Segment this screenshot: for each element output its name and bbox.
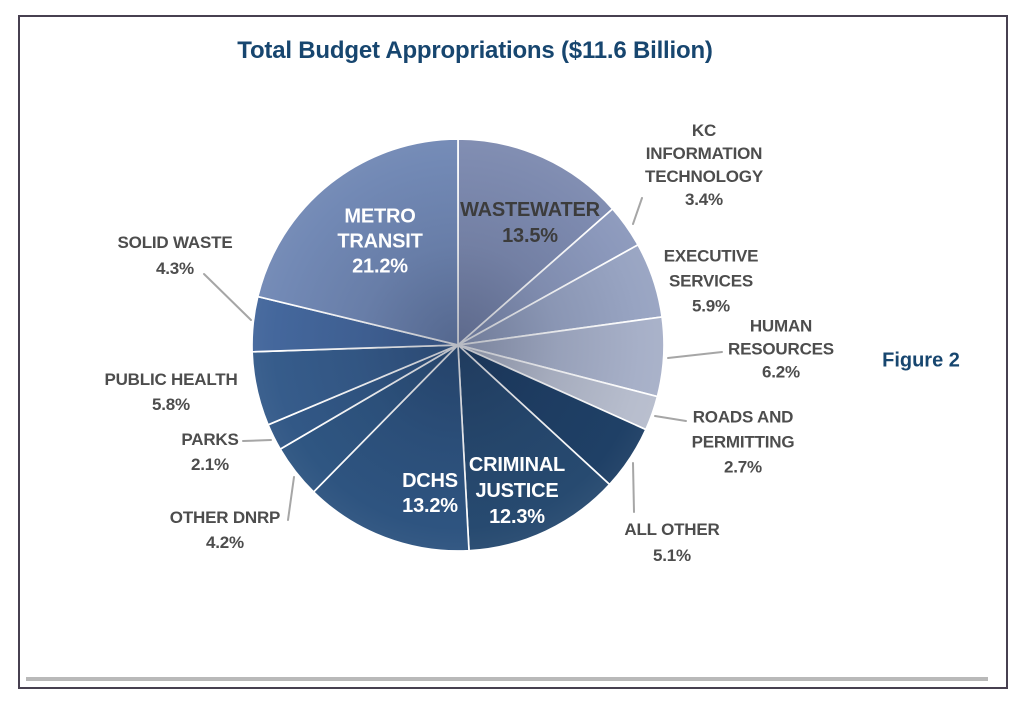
label-wastewater: WASTEWATER 13.5% — [460, 197, 600, 249]
label-line: DCHS — [402, 470, 458, 492]
label-all-other: ALL OTHER 5.1% — [624, 517, 719, 569]
label-line: OTHER DNRP — [169, 508, 281, 527]
label-roads-and-permitting: ROADS AND PERMITTING 2.7% — [692, 405, 795, 480]
chart-title: Total Budget Appropriations ($11.6 Billi… — [237, 37, 713, 64]
pie-chart — [251, 138, 665, 552]
label-dchs: DCHS 13.2% — [402, 469, 458, 519]
label-human-resources: HUMAN RESOURCES 6.2% — [728, 315, 834, 384]
bottom-rule — [26, 677, 988, 681]
label-line: SERVICES — [668, 271, 754, 291]
label-line: PERMITTING — [691, 432, 795, 452]
label-other-dnrp: OTHER DNRP 4.2% — [169, 505, 281, 555]
label-line: JUSTICE — [475, 480, 559, 502]
pie-slice-criminal-justice — [457, 344, 611, 552]
label-value: 13.2% — [402, 495, 458, 517]
label-criminal-justice: CRIMINAL JUSTICE 12.3% — [469, 452, 565, 530]
label-line: PARKS — [181, 430, 239, 449]
pie-slice-dchs — [312, 344, 470, 552]
pie-slice-wastewater — [457, 138, 614, 346]
label-value: 2.1% — [191, 455, 229, 474]
label-line: ALL OTHER — [624, 520, 720, 539]
label-line: METRO — [344, 205, 416, 228]
label-value: 4.3% — [156, 259, 194, 278]
figure-caption: Figure 2 — [882, 349, 960, 372]
pie-slice-metro-transit — [256, 138, 459, 346]
label-line: TECHNOLOGY — [645, 167, 763, 186]
label-line: PUBLIC HEALTH — [104, 370, 238, 389]
label-executive-services: EXECUTIVE SERVICES 5.9% — [664, 244, 759, 319]
label-value: 21.2% — [352, 255, 408, 278]
label-value: 2.7% — [724, 457, 762, 477]
label-line: KC — [691, 121, 717, 140]
label-line: SOLID WASTE — [117, 233, 233, 252]
label-value: 3.4% — [685, 190, 723, 209]
label-line: INFORMATION — [645, 144, 763, 163]
label-parks: PARKS 2.1% — [181, 427, 238, 477]
label-line: TRANSIT — [337, 230, 423, 253]
label-line: HUMAN — [749, 316, 813, 336]
label-kc-information-technology: KC INFORMATION TECHNOLOGY 3.4% — [645, 119, 763, 211]
label-line: EXECUTIVE — [663, 246, 759, 266]
label-line: ROADS AND — [692, 407, 794, 427]
label-value: 12.3% — [489, 506, 545, 528]
label-value: 5.8% — [152, 395, 190, 414]
label-public-health: PUBLIC HEALTH 5.8% — [104, 367, 237, 417]
label-value: 6.2% — [762, 362, 800, 382]
label-value: 4.2% — [206, 533, 244, 552]
label-line: CRIMINAL — [468, 454, 566, 476]
label-value: 13.5% — [502, 225, 558, 247]
label-line: WASTEWATER — [460, 199, 600, 221]
label-metro-transit: METRO TRANSIT 21.2% — [337, 205, 422, 280]
label-value: 5.9% — [692, 296, 730, 316]
label-solid-waste: SOLID WASTE 4.3% — [118, 230, 233, 282]
label-value: 5.1% — [653, 546, 691, 565]
label-line: RESOURCES — [728, 339, 834, 359]
